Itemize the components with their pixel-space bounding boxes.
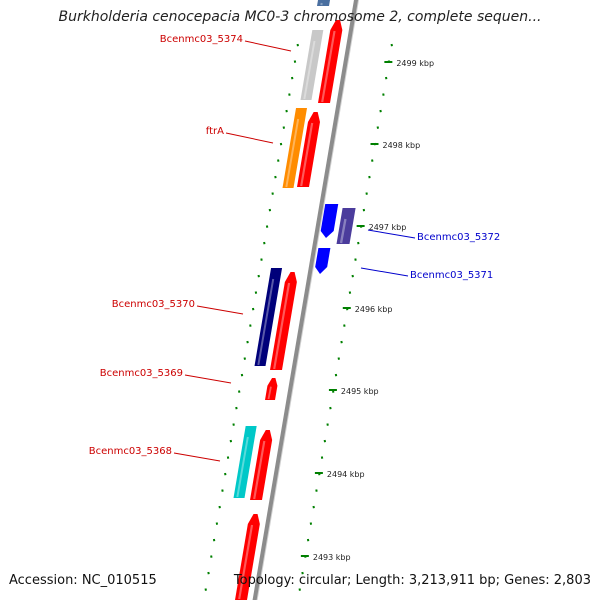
summary-label: Topology: circular; Length: 3,213,911 bp… xyxy=(234,573,591,588)
gene-layer xyxy=(234,0,356,600)
gene-leader-line xyxy=(226,133,273,143)
gene-leader-line xyxy=(185,375,231,383)
gene-label[interactable]: Bcenmc03_5369 xyxy=(100,368,183,379)
scale-tick-label: 2494 kbp xyxy=(327,470,365,479)
scale-tick-label: 2493 kbp xyxy=(313,553,351,562)
gene-arrow-reverse[interactable] xyxy=(315,248,330,274)
gene-leader-line xyxy=(174,453,220,461)
map-title: Burkholderia cenocepacia MC0-3 chromosom… xyxy=(0,9,600,25)
gene-block-bcenmc03_5374[interactable] xyxy=(301,30,324,100)
gene-block-bcenmc03_5372[interactable] xyxy=(337,208,356,244)
label-layer: Bcenmc03_5374 ftrA Bcenmc03_5372 Bcenmc03_5… xyxy=(89,34,501,461)
scale-tick-label: 2499 kbp xyxy=(396,59,434,68)
gene-label[interactable]: Bcenmc03_5374 xyxy=(160,34,243,45)
scale-tick-label: 2496 kbp xyxy=(355,305,393,314)
gene-label[interactable]: Bcenmc03_5371 xyxy=(410,270,493,281)
gene-leader-line xyxy=(245,41,291,51)
scale-tick-label: 2495 kbp xyxy=(341,387,379,396)
accession-label: Accession: NC_010515 xyxy=(9,573,157,588)
gene-arrow-forward[interactable] xyxy=(265,378,277,400)
gene-label[interactable]: ftrA xyxy=(206,126,224,137)
gene-leader-line xyxy=(361,268,408,276)
gene-block-top[interactable] xyxy=(317,0,330,6)
gene-leader-line xyxy=(197,306,243,314)
gene-label[interactable]: Bcenmc03_5372 xyxy=(417,232,500,243)
gene-label[interactable]: Bcenmc03_5370 xyxy=(112,299,195,310)
gene-label[interactable]: Bcenmc03_5368 xyxy=(89,446,172,457)
scale-tick-label: 2498 kbp xyxy=(382,141,420,150)
